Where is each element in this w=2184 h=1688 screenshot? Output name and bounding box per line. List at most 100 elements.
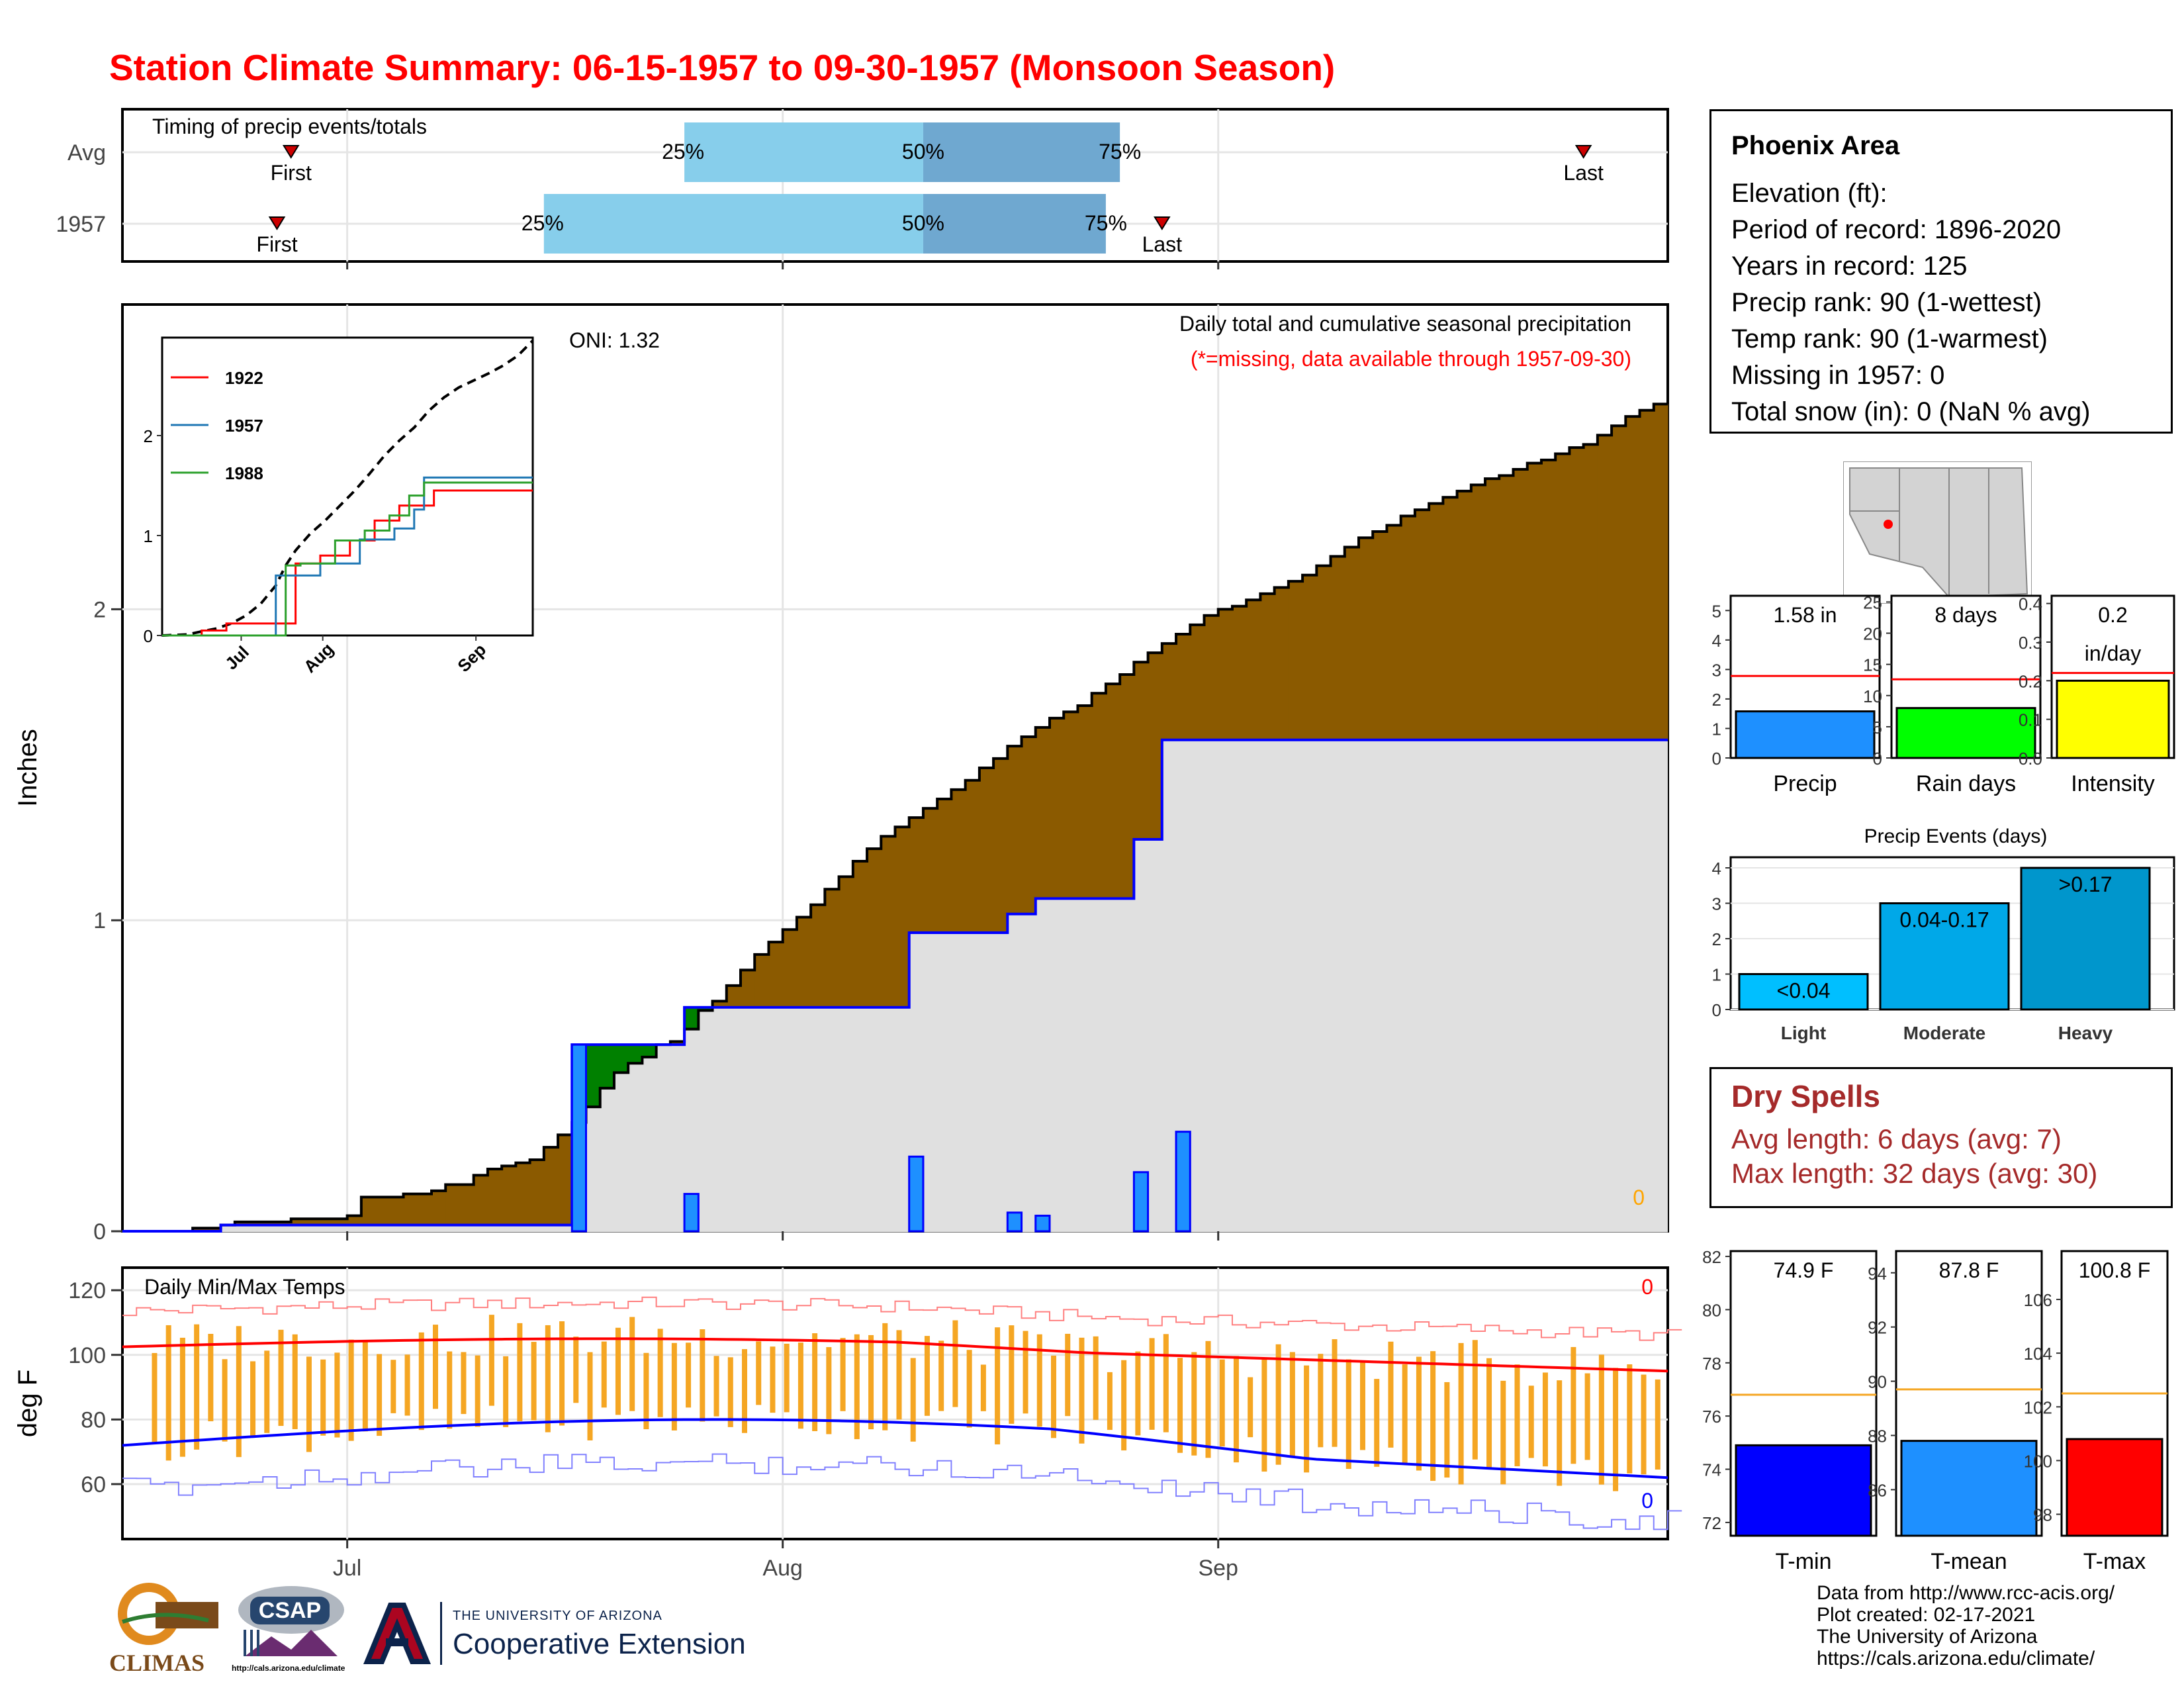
- precip-subtitle: (*=missing, data available through 1957-…: [1191, 347, 1631, 371]
- credit-url: https://cals.arizona.edu/climate/: [1817, 1648, 2095, 1669]
- daily-temp-range-bar: [1374, 1379, 1380, 1467]
- daily-temp-range-bar: [1261, 1358, 1267, 1472]
- daily-temp-range-bar: [503, 1356, 509, 1427]
- event-bar-light: [1738, 973, 1869, 1011]
- dry-spells-title: Dry Spells: [1731, 1079, 1880, 1113]
- svg-text:CSAP: CSAP: [259, 1598, 321, 1623]
- daily-temp-range-bar: [1444, 1382, 1450, 1478]
- deficit-area: [811, 904, 825, 1008]
- summary-ytick-label: 10: [1863, 686, 1882, 706]
- summary-xlabel: Precip: [1773, 771, 1837, 796]
- temp-ytick-label: 80: [81, 1407, 106, 1432]
- daily-temp-range-bar: [1036, 1334, 1042, 1427]
- daily-temp-range-bar: [700, 1329, 705, 1422]
- daily-temp-range-bar: [447, 1351, 453, 1429]
- daily-temp-range-bar: [952, 1320, 958, 1407]
- daily-temp-range-bar: [1065, 1333, 1071, 1417]
- deficit-area: [782, 929, 797, 1008]
- timing-first-marker: [268, 216, 286, 230]
- inset-legend-label: 1922: [225, 368, 263, 388]
- daily-temp-range-bar: [812, 1333, 818, 1431]
- summary-bar-rain-days: [1895, 707, 2036, 759]
- summary-xlabel: T-max: [2083, 1549, 2146, 1574]
- deficit-area: [1625, 416, 1641, 740]
- deficit-area: [543, 1147, 559, 1225]
- deficit-area: [1204, 615, 1219, 740]
- daily-temp-range-bar: [657, 1329, 663, 1417]
- summary-ytick-label: 5: [1712, 601, 1721, 621]
- inset-avg-line: [161, 340, 534, 637]
- daily-temp-range-bar: [1514, 1364, 1520, 1467]
- timing-q50-label: 50%: [902, 140, 944, 164]
- daily-temp-range-bar: [1248, 1377, 1253, 1438]
- credit-date: Plot created: 02-17-2021: [1817, 1604, 2036, 1626]
- daily-temp-range-bar: [1275, 1344, 1281, 1465]
- timing-q50-label: 50%: [902, 211, 944, 235]
- deficit-area: [1373, 531, 1387, 740]
- timing-last-marker: [1154, 216, 1171, 230]
- summary-ytick-label: 76: [1702, 1407, 1721, 1427]
- deficit-area: [1555, 453, 1570, 740]
- daily-temp-range-bar: [1023, 1331, 1028, 1414]
- deficit-area: [1400, 516, 1416, 740]
- daily-temp-range-bar: [1627, 1364, 1633, 1474]
- deficit-area: [1064, 712, 1078, 899]
- surplus-area: [586, 1045, 601, 1107]
- summary-ytick-label: 1: [1712, 719, 1721, 739]
- daily-temp-range-bar: [1500, 1380, 1506, 1485]
- deficit-area: [291, 1219, 334, 1225]
- credit-source: Data from http://www.rcc-acis.org/: [1817, 1582, 2115, 1604]
- summary-xlabel: Intensity: [2071, 771, 2155, 796]
- deficit-area: [1120, 675, 1134, 899]
- daily-temp-range-bar: [292, 1334, 298, 1429]
- deficit-area: [1134, 662, 1149, 840]
- deficit-area: [768, 942, 784, 1008]
- precip-summary-bars: 0 1 2 3 4 5 1.58 in Precip 0 5 10 15 20 25 8 days Rain …: [1712, 592, 2175, 796]
- timing-q25-label: 25%: [522, 211, 564, 235]
- credits: Data from http://www.rcc-acis.org/ Plot …: [1817, 1582, 2115, 1669]
- summary-ytick-label: 98: [2033, 1505, 2052, 1525]
- daily-temp-range-bar: [713, 1356, 719, 1417]
- temp-summary-bars: 72 74 76 78 80 82 74.9 F T-min 86 88 90 92 94 87.8 F T…: [1702, 1247, 2169, 1574]
- deficit-area: [1387, 525, 1402, 740]
- deficit-area: [1007, 746, 1023, 914]
- surplus-area: [614, 1045, 629, 1073]
- daily-temp-range-bar: [222, 1359, 228, 1442]
- summary-bar-t-min: [1735, 1444, 1872, 1537]
- surplus-area: [698, 1007, 713, 1011]
- deficit-area: [825, 889, 840, 1008]
- deficit-area: [1260, 593, 1275, 740]
- summary-bar-intensity: [2056, 679, 2170, 759]
- dry-spells-max: Max length: 32 days (avg: 30): [1731, 1158, 2098, 1189]
- deficit-area: [1176, 633, 1191, 740]
- summary-ytick-label: 0.4: [2019, 594, 2042, 614]
- summary-ytick-label: 3: [1712, 660, 1721, 680]
- daily-temp-range-bar: [671, 1342, 677, 1430]
- deficit-area: [473, 1175, 488, 1225]
- deficit-area: [1471, 485, 1486, 740]
- deficit-area: [1288, 581, 1303, 740]
- daily-temp-range-bar: [1345, 1359, 1351, 1470]
- summary-ytick-label: 102: [2024, 1397, 2052, 1417]
- daily-temp-range-bar: [854, 1334, 860, 1440]
- daily-precip-bar: [683, 1193, 700, 1233]
- precip-ytick-label: 1: [93, 908, 106, 933]
- event-bar-moderate: [1879, 902, 2010, 1011]
- daily-temp-range-bar: [1318, 1354, 1324, 1448]
- daily-temp-range-bar: [208, 1334, 214, 1422]
- temp-xtick-label: Sep: [1198, 1556, 1238, 1581]
- deficit-area: [1246, 600, 1261, 740]
- daily-temp-range-bar: [784, 1343, 790, 1413]
- deficit-area: [979, 768, 994, 933]
- daily-temp-range-bar: [826, 1347, 832, 1434]
- station-location-marker: [1884, 520, 1893, 529]
- deficit-area: [1569, 447, 1584, 740]
- deficit-area: [1148, 653, 1163, 840]
- daily-temp-range-bar: [924, 1336, 930, 1416]
- daily-precip-bar: [1006, 1211, 1023, 1233]
- summary-value-label: 1.58 in: [1773, 603, 1837, 627]
- daily-temp-range-bar: [966, 1350, 972, 1428]
- deficit-area: [529, 1159, 545, 1225]
- surplus-area: [628, 1045, 643, 1064]
- deficit-area: [909, 818, 924, 933]
